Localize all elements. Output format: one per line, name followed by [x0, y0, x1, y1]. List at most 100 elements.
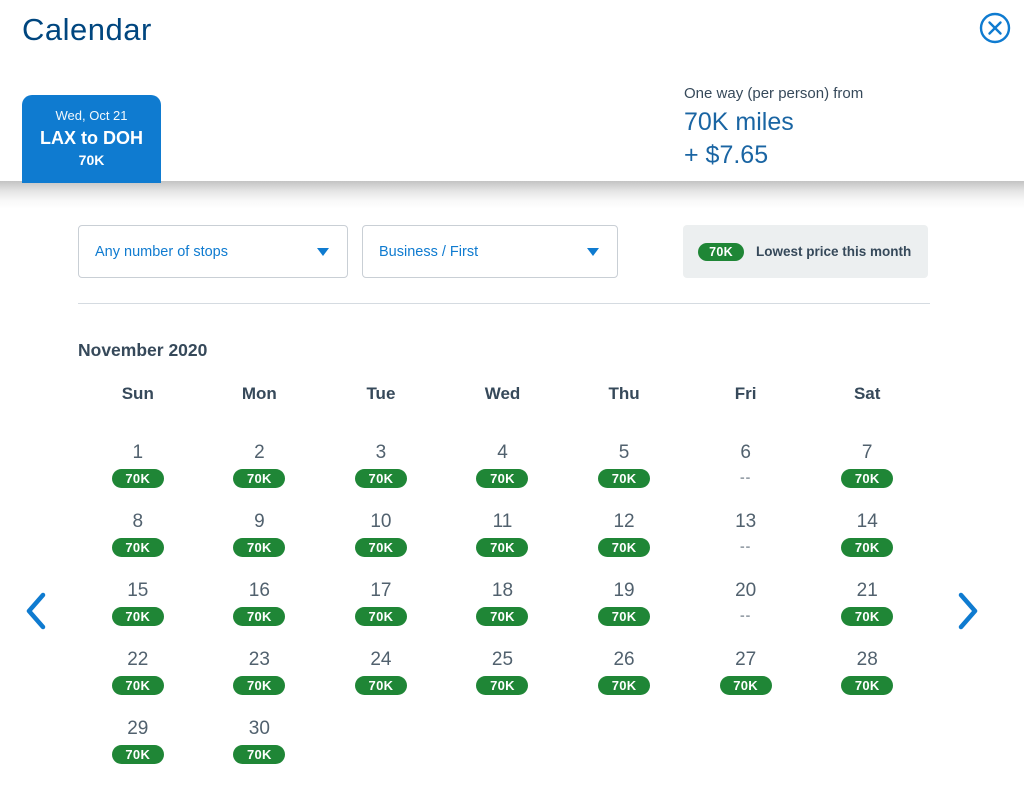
- price-badge: 70K: [111, 469, 164, 488]
- chevron-left-icon: [22, 592, 50, 634]
- chevron-down-icon: [587, 247, 599, 256]
- calendar-day-cell[interactable]: 21 70K: [806, 578, 928, 647]
- calendar-day-cell[interactable]: 16 70K: [199, 578, 321, 647]
- chevron-right-icon: [954, 592, 982, 634]
- calendar-day-cell[interactable]: 8 70K: [77, 509, 199, 578]
- day-name: Mon: [241, 384, 277, 403]
- price-summary-miles: 70K miles: [684, 108, 794, 136]
- calendar-day-cell[interactable]: 1 70K: [77, 440, 199, 509]
- price-badge: 70K: [841, 538, 894, 557]
- price-badge: 70K: [111, 745, 164, 764]
- price-badge: 70K: [233, 745, 286, 764]
- price-badge: 70K: [354, 676, 407, 695]
- next-month-button[interactable]: [950, 590, 986, 634]
- calendar-day-cell[interactable]: 11 70K: [442, 509, 564, 578]
- calendar-day-cell[interactable]: 25 70K: [442, 647, 564, 716]
- day-number: 17: [370, 580, 392, 601]
- price-badge: 70K: [598, 469, 651, 488]
- calendar-day-cell: 6 --: [685, 440, 807, 509]
- price-badge: 70K: [354, 538, 407, 557]
- day-number: 25: [491, 649, 514, 670]
- day-number: 16: [248, 580, 270, 601]
- calendar-day-cell[interactable]: 29 70K: [77, 716, 199, 785]
- day-name: Wed: [484, 384, 521, 403]
- price-badge: 70K: [719, 676, 772, 695]
- day-number: 28: [856, 649, 878, 670]
- day-name: Thu: [608, 384, 640, 403]
- prev-month-button[interactable]: [18, 590, 54, 634]
- day-number: 7: [861, 442, 873, 463]
- price-summary: One way (per person) from 70K miles + $7…: [684, 85, 863, 170]
- day-number: 23: [248, 649, 270, 670]
- price-badge: 70K: [841, 676, 894, 695]
- stops-dropdown[interactable]: Any number of stops: [78, 225, 348, 278]
- calendar-day-cell[interactable]: 28 70K: [806, 647, 928, 716]
- calendar-day-cell[interactable]: 7 70K: [806, 440, 928, 509]
- calendar-day-cell[interactable]: 24 70K: [320, 647, 442, 716]
- header-shadow-divider: [0, 181, 1024, 209]
- day-number: 12: [613, 511, 635, 532]
- close-button[interactable]: [979, 12, 1011, 44]
- day-number: 22: [127, 649, 149, 670]
- day-number: 30: [248, 718, 270, 739]
- day-number: 20: [735, 580, 757, 601]
- calendar-day-cell[interactable]: 9 70K: [199, 509, 321, 578]
- calendar-day-cell[interactable]: 23 70K: [199, 647, 321, 716]
- trip-tab[interactable]: Wed, Oct 21 LAX to DOH 70K: [22, 95, 161, 183]
- price-badge: 70K: [476, 469, 529, 488]
- legend-panel: 70K Lowest price this month: [683, 225, 928, 278]
- calendar-day-cell[interactable]: 19 70K: [563, 578, 685, 647]
- no-price-dash: --: [739, 469, 752, 485]
- day-number: 1: [132, 442, 144, 463]
- calendar-day-cell[interactable]: 14 70K: [806, 509, 928, 578]
- calendar-day-cell[interactable]: 5 70K: [563, 440, 685, 509]
- day-number: 5: [618, 442, 630, 463]
- calendar-day-cell[interactable]: 10 70K: [320, 509, 442, 578]
- day-number: 29: [127, 718, 149, 739]
- calendar-day-cell[interactable]: 12 70K: [563, 509, 685, 578]
- price-summary-taxes: + $7.65: [684, 141, 769, 169]
- cabin-dropdown-value: Business / First: [379, 243, 479, 260]
- trip-tab-miles: 70K: [78, 152, 105, 168]
- calendar-day-cell[interactable]: 22 70K: [77, 647, 199, 716]
- calendar-day-cell[interactable]: 17 70K: [320, 578, 442, 647]
- day-name: Tue: [366, 384, 396, 403]
- calendar-day-cell[interactable]: 27 70K: [685, 647, 807, 716]
- price-badge: 70K: [476, 538, 529, 557]
- price-badge: 70K: [476, 607, 529, 626]
- calendar-day-cell[interactable]: 26 70K: [563, 647, 685, 716]
- cabin-dropdown[interactable]: Business / First: [362, 225, 618, 278]
- calendar-day-cell[interactable]: 4 70K: [442, 440, 564, 509]
- calendar-grid: Sun Mon Tue Wed Thu Fri Sat 1 70K 2 70K 3 70K 4 70K 5 70…: [77, 384, 928, 785]
- price-badge: 70K: [354, 469, 407, 488]
- legend-label: Lowest price this month: [756, 244, 912, 259]
- day-number: 8: [132, 511, 144, 532]
- month-title: November 2020: [78, 340, 208, 360]
- day-number: 3: [375, 442, 387, 463]
- day-number: 11: [492, 511, 513, 532]
- price-badge: 70K: [841, 469, 894, 488]
- chevron-down-icon: [317, 247, 329, 256]
- calendar-day-cell: 20 --: [685, 578, 807, 647]
- price-badge: 70K: [476, 676, 529, 695]
- price-badge: 70K: [111, 676, 164, 695]
- price-badge: 70K: [111, 607, 164, 626]
- page-title: Calendar: [22, 12, 152, 47]
- day-name: Sun: [121, 384, 154, 403]
- day-number: 4: [497, 442, 508, 463]
- day-number: 14: [856, 511, 878, 532]
- no-price-dash: --: [739, 538, 752, 554]
- price-badge: 70K: [111, 538, 164, 557]
- calendar-day-cell[interactable]: 30 70K: [199, 716, 321, 785]
- price-badge: 70K: [233, 469, 286, 488]
- day-number: 13: [735, 511, 757, 532]
- calendar-day-cell[interactable]: 15 70K: [77, 578, 199, 647]
- stops-dropdown-value: Any number of stops: [95, 243, 228, 260]
- calendar-day-cell[interactable]: 3 70K: [320, 440, 442, 509]
- calendar-day-cell[interactable]: 2 70K: [199, 440, 321, 509]
- day-number: 15: [127, 580, 149, 601]
- filters-divider: [78, 303, 930, 304]
- calendar-day-cell[interactable]: 18 70K: [442, 578, 564, 647]
- price-badge: 70K: [598, 607, 651, 626]
